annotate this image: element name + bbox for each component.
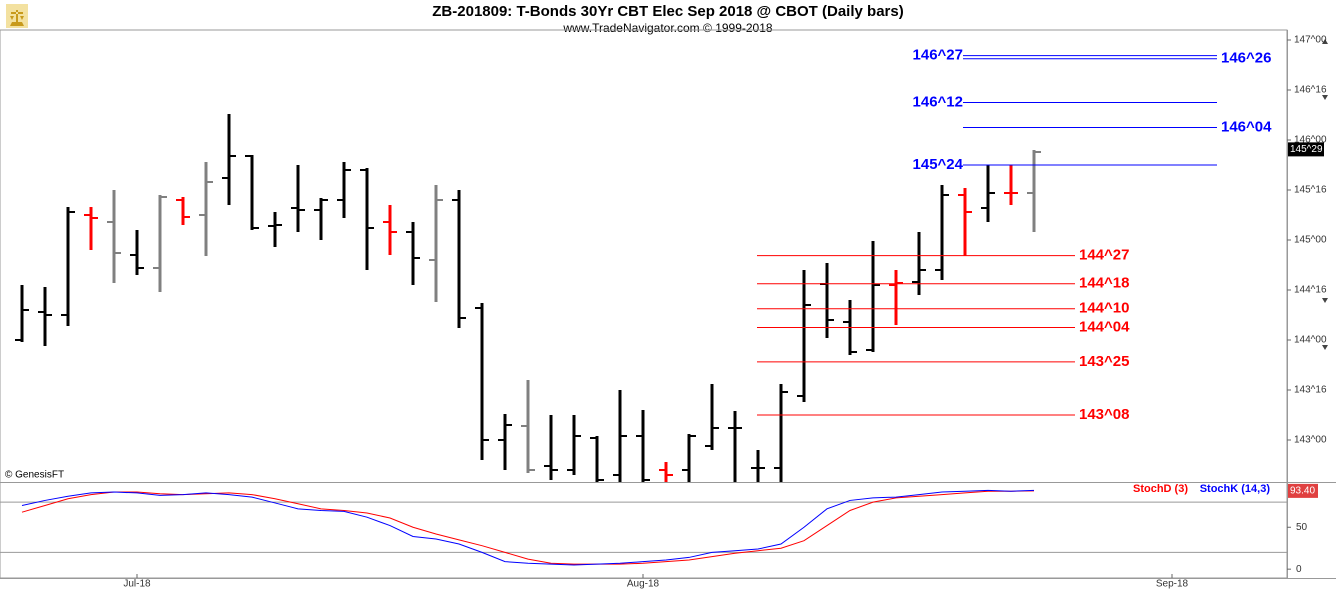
level-label: 146^04 bbox=[1221, 118, 1272, 135]
y-tick-label: 145^16 bbox=[1294, 185, 1327, 196]
y-tick-label: 147^00 bbox=[1294, 35, 1327, 46]
y-tick-label: 145^00 bbox=[1294, 235, 1327, 246]
stoch-panel bbox=[0, 489, 1287, 566]
level-label: 146^26 bbox=[1221, 50, 1271, 67]
chart-title: ZB-201809: T-Bonds 30Yr CBT Elec Sep 201… bbox=[432, 3, 903, 20]
overlay: 143^00 143^16 144^00 144^16 145^00 145^16 146^… bbox=[123, 35, 1327, 590]
value-box bbox=[1288, 483, 1318, 498]
y-tick-label: 146^16 bbox=[1294, 85, 1327, 96]
y-tick-label: 50 bbox=[1296, 522, 1308, 533]
y-tick-label: 143^16 bbox=[1294, 385, 1327, 396]
y-tick-label: 144^16 bbox=[1294, 285, 1327, 296]
y-tick-label: 146^00 bbox=[1294, 135, 1327, 146]
x-tick-label: Sep-18 bbox=[1156, 579, 1189, 590]
level-label: 144^18 bbox=[1079, 275, 1129, 292]
last-price-box bbox=[1288, 142, 1324, 157]
level-label: 143^25 bbox=[1079, 353, 1129, 370]
level-label: 143^08 bbox=[1079, 406, 1129, 423]
level-label: 146^27 bbox=[913, 47, 963, 64]
y-tick-label: 144^00 bbox=[1294, 335, 1327, 346]
stoch-line bbox=[21, 489, 1035, 566]
level-label: 144^10 bbox=[1079, 300, 1129, 317]
level-label: 144^04 bbox=[1079, 318, 1130, 335]
legend-entry: StochK (14,3) bbox=[1200, 483, 1271, 495]
level-label: 145^24 bbox=[913, 156, 964, 173]
scroll-arrows bbox=[1322, 39, 1328, 350]
last-price-label: 145^29 bbox=[1290, 144, 1323, 155]
y-tick-label: 143^00 bbox=[1294, 435, 1327, 446]
value-label: 93.40 bbox=[1290, 486, 1315, 497]
level-label: 146^12 bbox=[913, 93, 963, 110]
legend-entry: StochD (3) bbox=[1133, 483, 1188, 495]
y-tick-label: 0 bbox=[1296, 564, 1302, 575]
chart-subtitle: www.TradeNavigator.com © 1999-2018 bbox=[562, 21, 772, 35]
logo bbox=[6, 4, 28, 28]
x-tick-label: Aug-18 bbox=[627, 579, 660, 590]
level-label: 144^27 bbox=[1079, 247, 1129, 264]
x-tick-label: Jul-18 bbox=[123, 579, 151, 590]
credit: © GenesisFT bbox=[5, 470, 64, 481]
